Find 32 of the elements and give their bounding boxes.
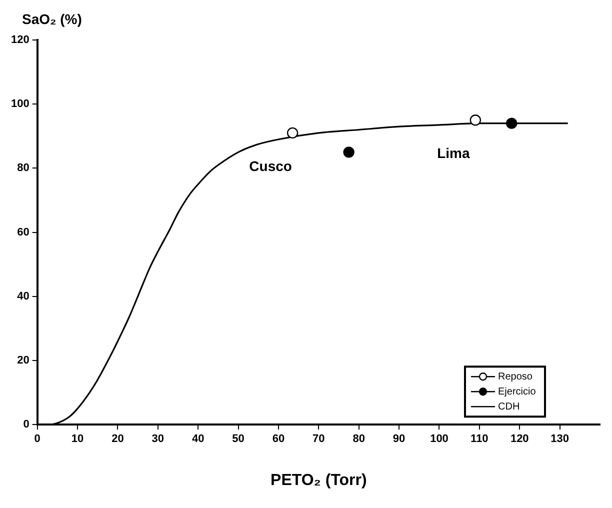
y-tick-label: 100 [10,98,30,110]
x-tick-label: 80 [352,433,365,446]
x-tick-label: 20 [112,433,124,446]
x-tick-label: 10 [71,433,84,446]
legend-label: Reposo [498,371,533,382]
y-tick-label: 60 [17,226,30,238]
x-tick-label: 130 [550,433,569,446]
legend-label: Ejercicio [498,386,536,398]
x-tick-label: 110 [470,433,488,446]
x-tick-label: 50 [232,433,244,446]
x-tick-label: 70 [312,433,325,446]
x-tick-label: 0 [34,433,40,446]
y-tick-label: 20 [17,354,30,367]
x-axis-title: PETO₂ (Torr) [270,472,367,489]
y-axis-title: SaO₂ (%) [22,10,82,27]
legend-label: CDH [498,401,520,412]
x-tick-label: 90 [392,433,406,446]
y-tick-label: 80 [17,162,30,174]
y-tick-label: 40 [17,290,30,302]
x-tick-label: 100 [430,433,448,446]
x-tick-label: 120 [510,433,529,446]
point [506,118,518,129]
annotation: Lima [437,144,470,161]
point [343,146,354,158]
annotation: Cusco [249,158,292,174]
x-tick-label: 30 [152,433,164,446]
x-tick-label: 60 [272,433,285,446]
x-tick-label: 40 [192,433,204,446]
y-tick-label: 120 [10,34,30,46]
point [470,114,482,126]
point [286,127,298,139]
y-tick-label: 0 [23,418,30,431]
